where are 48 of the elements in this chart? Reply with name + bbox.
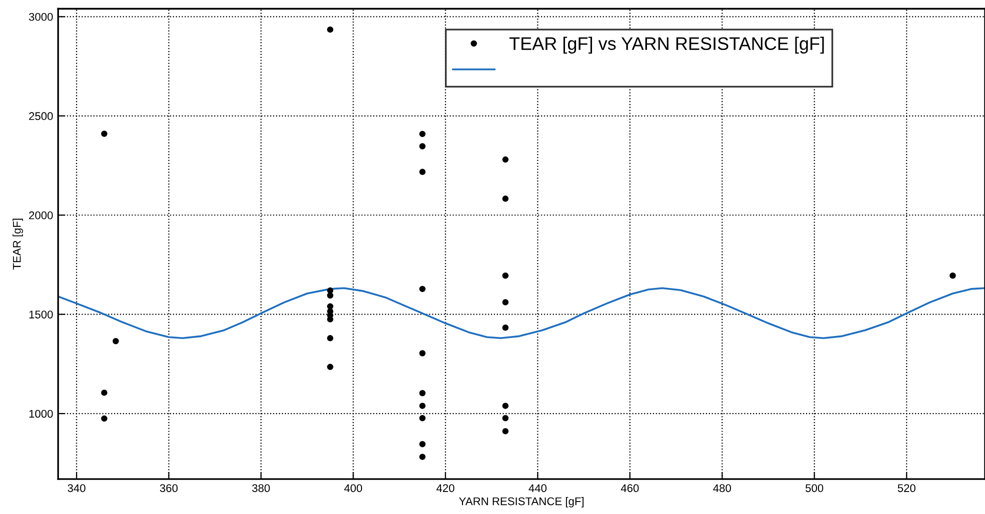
point bbox=[419, 440, 426, 448]
point bbox=[327, 364, 334, 370]
x-tick-label: 520 bbox=[898, 484, 916, 492]
x-tick-label: 420 bbox=[436, 484, 454, 492]
point bbox=[327, 292, 334, 299]
point bbox=[419, 454, 426, 460]
x-tick-label: 500 bbox=[806, 484, 824, 492]
point bbox=[327, 303, 334, 310]
point bbox=[419, 168, 426, 175]
point bbox=[419, 390, 426, 396]
point bbox=[419, 143, 426, 150]
x-tick-label: 460 bbox=[620, 484, 639, 492]
line-series bbox=[58, 287, 985, 340]
point bbox=[419, 402, 426, 409]
point bbox=[101, 130, 108, 137]
point bbox=[419, 130, 426, 138]
point bbox=[502, 299, 509, 306]
point bbox=[101, 415, 108, 422]
y-axis-title: TEAR [gF] bbox=[12, 218, 23, 270]
x-tick-label: 440 bbox=[528, 484, 547, 492]
point bbox=[419, 415, 426, 422]
point bbox=[419, 286, 426, 292]
point bbox=[327, 26, 334, 33]
point bbox=[327, 287, 334, 294]
point bbox=[502, 156, 509, 163]
x-tick-label: 400 bbox=[344, 484, 362, 492]
x-tick-label: 380 bbox=[252, 484, 270, 492]
y-tick-label: 1500 bbox=[29, 310, 53, 318]
point bbox=[502, 324, 509, 331]
y-tick-label: 2000 bbox=[29, 211, 53, 220]
x-tick-label: 360 bbox=[160, 484, 178, 492]
y-tick-label: 1000 bbox=[29, 410, 53, 418]
point bbox=[112, 338, 119, 344]
point bbox=[419, 350, 426, 356]
point bbox=[101, 390, 108, 396]
point bbox=[502, 428, 509, 434]
x-tick-label: 340 bbox=[68, 484, 86, 492]
x-axis-title: YARN RESISTANCE [gF] bbox=[459, 497, 584, 508]
point bbox=[502, 402, 509, 409]
x-tick-label: 480 bbox=[713, 484, 731, 492]
y-tick-label: 3000 bbox=[28, 12, 53, 21]
legend-label: TEAR [gF] vs YARN RESISTANCE [gF] bbox=[509, 36, 824, 54]
y-tick-label: 2500 bbox=[29, 112, 53, 120]
point bbox=[327, 335, 334, 342]
point bbox=[502, 272, 509, 279]
point bbox=[502, 196, 509, 202]
point bbox=[950, 272, 956, 279]
point bbox=[502, 415, 509, 422]
